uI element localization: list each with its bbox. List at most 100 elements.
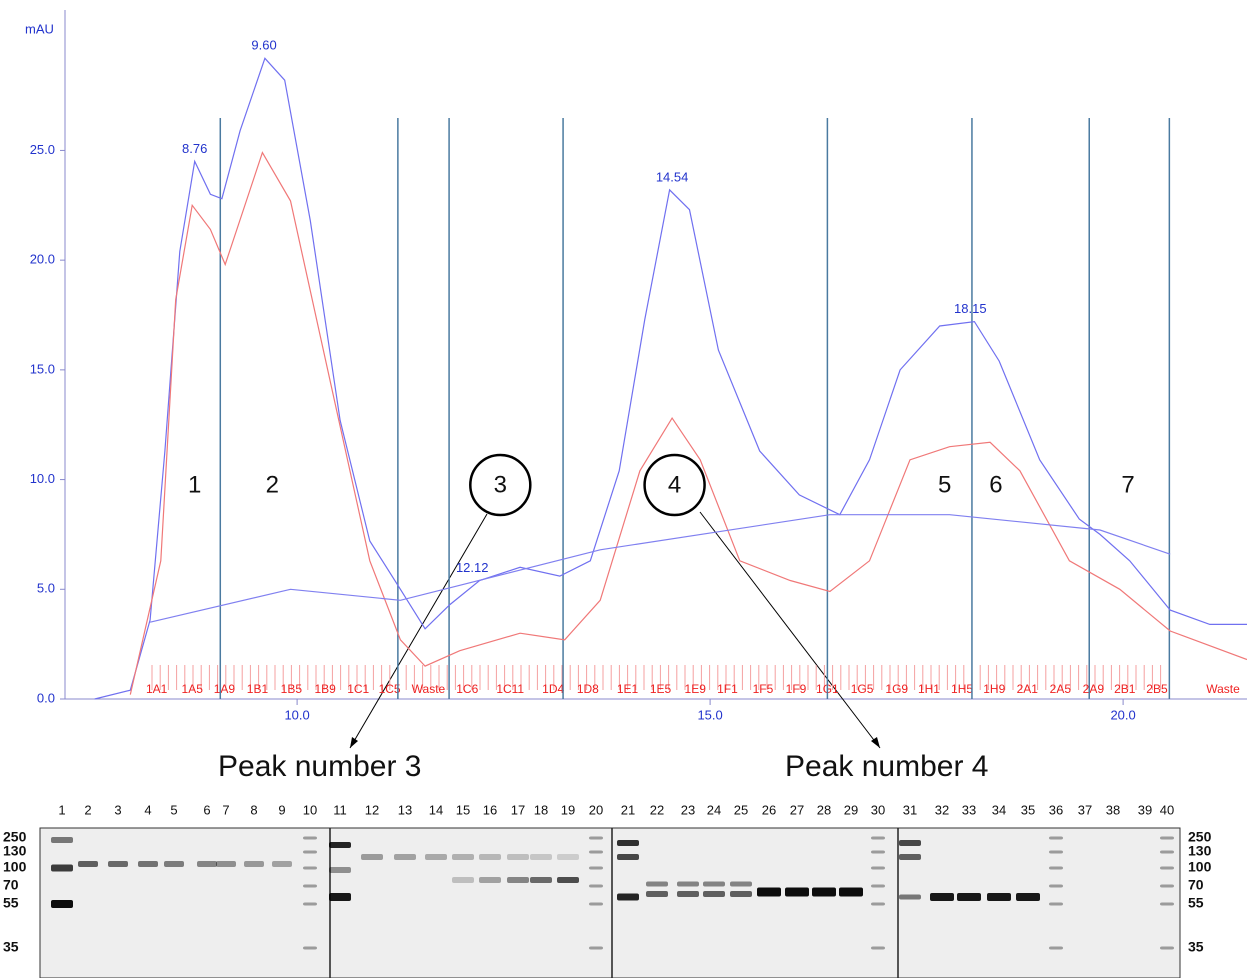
gel-band: [646, 882, 668, 887]
lane-number: 40: [1160, 802, 1174, 817]
annotation: Peak number 3: [218, 750, 421, 783]
lane-number: 22: [650, 802, 664, 817]
y-tick-label: 20.0: [30, 252, 55, 267]
fraction-label: 1H1: [918, 682, 940, 696]
gel-band: [425, 854, 447, 860]
lane-number: 4: [144, 802, 151, 817]
gel-band: [899, 840, 921, 846]
gel-band: [479, 877, 501, 883]
fraction-label: 1C11: [496, 682, 524, 696]
marker-label: 130: [1188, 843, 1212, 859]
marker-label: 55: [3, 895, 19, 911]
line-series: [150, 515, 1170, 623]
fraction-label: 1A1: [146, 682, 168, 696]
gel-band: [589, 885, 603, 888]
fraction-label: 1E9: [685, 682, 707, 696]
gel-band: [507, 877, 529, 883]
fraction-label: 1H5: [951, 682, 973, 696]
gel-band: [812, 888, 836, 897]
region-label: 7: [1121, 471, 1134, 498]
fraction-label: 1A5: [182, 682, 204, 696]
peak-label: 18.15: [954, 301, 987, 316]
lane-number: 37: [1078, 802, 1092, 817]
gel-band: [1160, 947, 1174, 950]
lane-number: 3: [114, 802, 121, 817]
gel-band: [138, 861, 158, 867]
marker-label: 100: [1188, 859, 1212, 875]
gel-band: [452, 854, 474, 860]
lane-number: 19: [561, 802, 575, 817]
gel-band: [757, 888, 781, 897]
gel-band: [244, 861, 264, 867]
lane-number: 16: [483, 802, 497, 817]
gel-band: [589, 903, 603, 906]
gel-band: [394, 854, 416, 860]
gel-band: [329, 842, 351, 848]
lane-number: 23: [681, 802, 695, 817]
arrow: [700, 512, 880, 748]
marker-label: 55: [1188, 895, 1204, 911]
fraction-label: 1A9: [214, 682, 236, 696]
y-tick-label: 0.0: [37, 690, 55, 705]
gel-band: [957, 893, 981, 901]
line-series: [95, 58, 1247, 699]
gel-band: [677, 882, 699, 887]
x-tick-label: 10.0: [284, 707, 309, 722]
marker-label: 100: [3, 859, 27, 875]
gel-band: [871, 837, 885, 840]
lane-number: 35: [1021, 802, 1035, 817]
gel-band: [617, 840, 639, 846]
y-tick-label: 15.0: [30, 361, 55, 376]
gel-band: [303, 885, 317, 888]
gel-band: [303, 947, 317, 950]
gel-band: [197, 861, 217, 867]
gel-band: [1049, 903, 1063, 906]
peak-label: 14.54: [656, 169, 689, 184]
lane-number: 27: [790, 802, 804, 817]
gel-band: [589, 947, 603, 950]
lane-number: 5: [170, 802, 177, 817]
fraction-label: 2A9: [1083, 682, 1105, 696]
lane-number: 25: [734, 802, 748, 817]
lane-number: 39: [1138, 802, 1152, 817]
gel-band: [617, 894, 639, 901]
y-tick-label: 5.0: [37, 581, 55, 596]
fraction-label: 2A5: [1050, 682, 1072, 696]
gel-band: [871, 903, 885, 906]
fraction-label: 1F5: [753, 682, 774, 696]
lane-number: 21: [621, 802, 635, 817]
fraction-label: Waste: [1206, 682, 1240, 696]
x-tick-label: 20.0: [1110, 707, 1135, 722]
gel-band: [1049, 837, 1063, 840]
lane-number: 7: [222, 802, 229, 817]
gel-band: [216, 861, 236, 867]
lane-number: 34: [992, 802, 1006, 817]
gel-band: [1049, 867, 1063, 870]
gel-band: [1160, 903, 1174, 906]
gel-band: [272, 861, 292, 867]
gel-band: [1160, 867, 1174, 870]
lane-number: 6: [203, 802, 210, 817]
lane-number: 32: [935, 802, 949, 817]
gel-band: [1049, 851, 1063, 854]
gel-band: [987, 893, 1011, 901]
peak-label: 12.12: [456, 560, 489, 575]
fraction-label: 1H9: [983, 682, 1005, 696]
gel-band: [1160, 885, 1174, 888]
fraction-label: Waste: [412, 682, 446, 696]
gel-band: [871, 947, 885, 950]
lane-number: 8: [250, 802, 257, 817]
gel-band: [329, 893, 351, 901]
gel-band: [303, 867, 317, 870]
gel-band: [530, 854, 552, 860]
gel-band: [589, 837, 603, 840]
gel-band: [1160, 837, 1174, 840]
gel-band: [530, 877, 552, 883]
gel-band: [329, 867, 351, 873]
gel-band: [1016, 893, 1040, 901]
line-series: [130, 153, 1247, 695]
gel-band: [51, 900, 73, 908]
gel-band: [1049, 947, 1063, 950]
marker-label: 130: [3, 843, 27, 859]
lane-number: 29: [844, 802, 858, 817]
